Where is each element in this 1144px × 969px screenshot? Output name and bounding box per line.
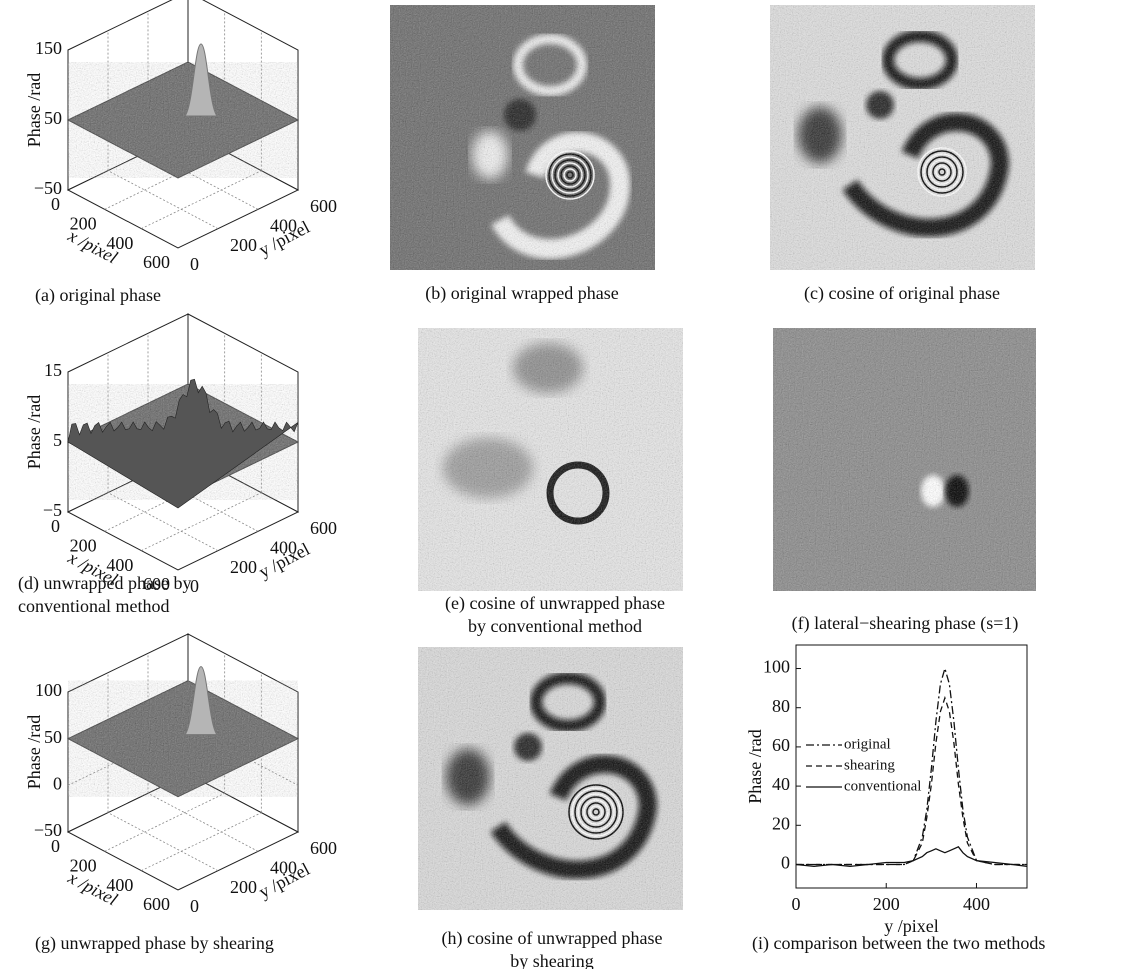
caption: by conventional method (468, 616, 642, 636)
y-tick-label: 0 (190, 896, 199, 916)
y-tick-label: 600 (310, 196, 337, 216)
caption: (g) unwrapped phase by shearing (35, 933, 274, 954)
legend-label: original (844, 736, 891, 752)
x-tick-label: 600 (143, 894, 170, 914)
figure: 15050−5002004006000200400600Phase /radx … (0, 0, 1144, 969)
caption: (f) lateral−shearing phase (s=1) (792, 613, 1019, 634)
y-tick-label: 600 (310, 838, 337, 858)
caption: by shearing (510, 951, 593, 969)
image-noise (390, 5, 655, 270)
caption: (b) original wrapped phase (425, 283, 618, 304)
z-tick-label: 150 (35, 38, 62, 58)
y-tick-label: 20 (772, 813, 790, 833)
z-tick-label: 5 (53, 430, 62, 450)
x-tick-label: 0 (51, 516, 60, 536)
x-tick-label: 0 (792, 894, 801, 914)
z-tick-label: 50 (44, 108, 62, 128)
legend-label: shearing (844, 757, 895, 773)
y-tick-label: 60 (772, 735, 790, 755)
y-tick-label: 200 (230, 235, 257, 255)
y-axis-label: Phase /rad (745, 729, 765, 803)
image-panel (770, 5, 1035, 270)
y-tick-label: 100 (763, 657, 790, 677)
y-tick-label: 80 (772, 696, 790, 716)
caption: conventional method (18, 596, 169, 616)
x-tick-label: 200 (873, 894, 900, 914)
image-panel (390, 5, 655, 270)
image-noise (773, 328, 1036, 591)
image-noise (418, 328, 683, 591)
x-tick-label: 0 (51, 836, 60, 856)
z-axis-label: Phase /rad (24, 715, 44, 789)
z-tick-label: 50 (44, 727, 62, 747)
caption: (e) cosine of unwrapped phase (445, 593, 665, 614)
y-tick-label: 0 (190, 254, 199, 274)
y-tick-label: 200 (230, 557, 257, 577)
caption: (c) cosine of original phase (804, 283, 1000, 304)
z-tick-label: 15 (44, 360, 62, 380)
legend-label: conventional (844, 778, 921, 794)
page: 15050−5002004006000200400600Phase /radx … (0, 0, 1144, 969)
x-tick-label: 400 (963, 894, 990, 914)
z-axis-label: Phase /rad (24, 73, 44, 147)
image-noise (770, 5, 1035, 270)
image-panel (773, 328, 1036, 591)
caption: (d) unwrapped phase by (18, 573, 191, 594)
x-tick-label: 600 (143, 252, 170, 272)
z-tick-label: 0 (53, 773, 62, 793)
x-tick-label: 0 (51, 194, 60, 214)
image-panel (418, 647, 683, 910)
image-panel (418, 328, 683, 591)
z-axis-label: Phase /rad (24, 395, 44, 469)
caption: (i) comparison between the two methods (752, 933, 1045, 954)
series-line (796, 847, 1027, 867)
z-tick-label: 100 (35, 680, 62, 700)
caption: (h) cosine of unwrapped phase (442, 928, 663, 949)
image-noise (418, 647, 683, 910)
y-tick-label: 600 (310, 518, 337, 538)
y-tick-label: 0 (781, 853, 790, 873)
caption: (a) original phase (35, 285, 161, 306)
y-tick-label: 200 (230, 877, 257, 897)
y-tick-label: 40 (772, 774, 790, 794)
